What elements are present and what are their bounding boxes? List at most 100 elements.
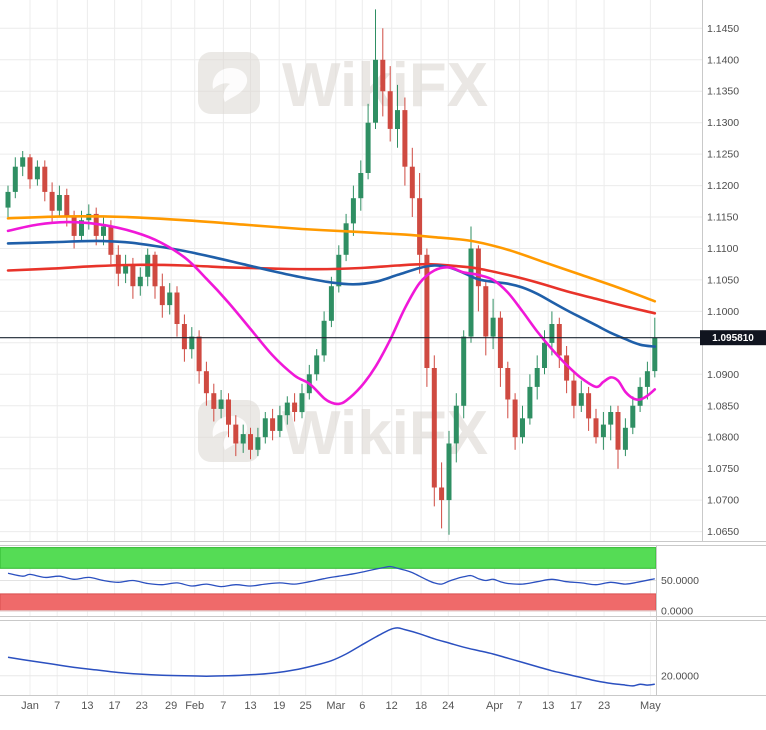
candle-body (34, 166, 40, 180)
time-axis-label: 17 (108, 700, 120, 712)
candle-body (608, 412, 614, 425)
candle-body (196, 336, 202, 372)
watermark-middle: WikiFX (198, 399, 488, 468)
time-axis-label: 17 (570, 700, 582, 712)
candle-body (395, 110, 400, 129)
current-price-badge (700, 330, 766, 346)
ma-blue-line (6, 239, 657, 348)
oversold-zone (0, 593, 657, 612)
indicator-line (7, 627, 655, 687)
time-axis-label: 18 (415, 700, 427, 712)
candle-body (586, 393, 592, 419)
candle-body (542, 342, 547, 368)
time-axis-label: Jan (21, 700, 39, 712)
time-axis-label: 13 (81, 700, 93, 712)
candle-body (270, 418, 276, 431)
candle-body (446, 443, 452, 501)
time-axis-label: 25 (300, 700, 312, 712)
price-tick-label: 1.0800 (707, 432, 739, 444)
price-tick-label: 1.1100 (707, 243, 738, 255)
time-axis-label: May (640, 700, 661, 712)
time-axis-label: 6 (359, 700, 365, 712)
candle-body (497, 317, 503, 368)
time-axis-label: 24 (442, 700, 454, 712)
candle-body (490, 317, 496, 337)
candle-body (534, 368, 540, 387)
candle-body (600, 424, 606, 438)
candle-body (630, 405, 636, 428)
watermark-text: WikiFX (282, 399, 488, 468)
price-tick-label: 1.1250 (707, 149, 739, 161)
candle-body (512, 399, 518, 438)
candle-body (505, 368, 511, 400)
price-tick-label: 1.1150 (707, 212, 738, 224)
time-axis-label: 13 (244, 700, 256, 712)
candle-body (615, 412, 621, 450)
candle-body (593, 418, 599, 438)
candle-body (637, 386, 643, 406)
price-tick-label: 1.1000 (707, 306, 739, 318)
candle-body (343, 223, 349, 255)
price-tick-label: 1.1200 (707, 180, 739, 192)
time-axis-label: 7 (220, 700, 226, 712)
candle-body (27, 157, 33, 180)
grid-layer (0, 0, 702, 696)
candle-body (417, 198, 423, 255)
candle-body (167, 292, 173, 306)
candle-body (159, 286, 165, 306)
price-tick-label: 1.1450 (707, 23, 739, 35)
candle-body (123, 264, 129, 274)
indicator-tick-label: 20.0000 (661, 670, 699, 682)
candle-body (380, 59, 386, 92)
oscillator-tick-label: 0.0000 (661, 605, 693, 617)
time-axis-label: 7 (516, 700, 522, 712)
candle-body (5, 191, 11, 208)
time-axis-label: 19 (273, 700, 285, 712)
current-price-text: 1.095810 (712, 333, 754, 344)
candle-body (431, 368, 437, 488)
candle-body (56, 195, 62, 211)
candle-body (453, 405, 459, 444)
overbought-zone (0, 547, 657, 569)
time-axis-label: 7 (54, 700, 60, 712)
price-tick-label: 1.1350 (707, 86, 739, 98)
price-tick-label: 1.1050 (707, 274, 739, 286)
candle-body (373, 59, 378, 123)
candle-body (622, 427, 628, 450)
price-tick-label: 1.0900 (707, 369, 739, 381)
wikifx-logo (198, 52, 260, 114)
ma-orange-line (6, 215, 657, 303)
candle-body (277, 415, 283, 431)
candle-body (556, 324, 562, 356)
oscillator-line (7, 565, 655, 588)
candle-body (49, 191, 55, 211)
candle-body (564, 355, 570, 381)
candle-body (328, 286, 334, 321)
candle-body (644, 371, 650, 387)
price-tick-label: 1.0850 (707, 400, 739, 412)
candle-body (461, 336, 467, 406)
time-axis-label: 23 (598, 700, 610, 712)
candle-body (203, 371, 209, 394)
candle-body (578, 393, 584, 406)
price-tick-label: 1.1300 (707, 117, 739, 129)
candle-body (468, 248, 474, 337)
watermark-top: WikiFX (198, 51, 488, 120)
time-axis-label: Mar (326, 700, 345, 712)
candle-body (299, 393, 305, 413)
candle-body (64, 195, 70, 217)
candle-body (130, 264, 136, 287)
candle-body (520, 418, 525, 438)
candle-body (233, 424, 239, 444)
price-tick-label: 1.0700 (707, 495, 739, 507)
candle-body (12, 166, 18, 192)
candle-body (571, 380, 577, 406)
candle-body (527, 386, 533, 419)
candle-body (211, 393, 217, 409)
candle-body (137, 276, 143, 287)
time-axis-label: 12 (386, 700, 398, 712)
price-tick-label: 1.1400 (707, 54, 739, 66)
candle-body (240, 434, 246, 444)
time-axis-label: 23 (136, 700, 148, 712)
